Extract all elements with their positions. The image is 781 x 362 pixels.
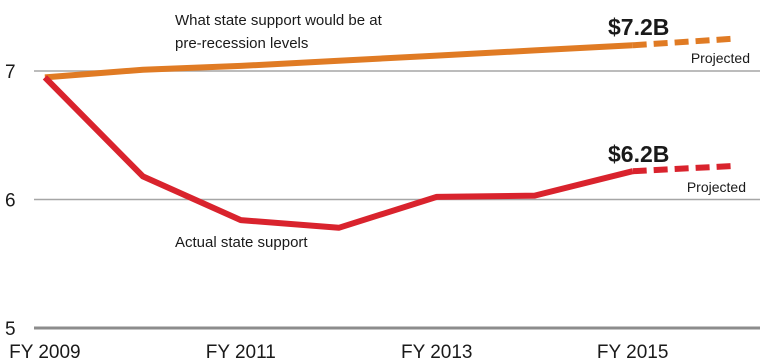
pre-series-line	[44, 42, 633, 81]
x-axis-ticks: FY 2009 FY 2011 FY 2013 FY 2015	[9, 342, 668, 362]
x-tick-label-2015: FY 2015	[597, 342, 668, 362]
actual-projected-label: Projected	[687, 179, 746, 195]
pre-recession-end-value: $7.2B	[608, 14, 669, 40]
pre-recession-label-line-2: pre-recession levels	[175, 35, 308, 52]
x-tick-label-2009: FY 2009	[9, 342, 80, 362]
pre-recession-projected-label: Projected	[691, 50, 750, 66]
series-lines	[42, 35, 731, 231]
y-tick-label-5: 5	[5, 319, 16, 340]
y-tick-label-7: 7	[5, 62, 16, 83]
actual-series-line	[42, 75, 634, 231]
actual-series-projected-line	[632, 163, 731, 175]
x-tick-label-2011: FY 2011	[206, 342, 276, 362]
pre-series-projected-line	[632, 35, 731, 49]
pre-recession-label-line-1: What state support would be at	[175, 12, 383, 29]
actual-support-label: Actual state support	[175, 234, 308, 251]
gridlines	[34, 70, 760, 330]
y-tick-label-6: 6	[5, 191, 16, 212]
y-axis-ticks: 5 6 7	[5, 62, 16, 340]
actual-end-value: $6.2B	[608, 141, 669, 167]
x-tick-label-2013: FY 2013	[401, 342, 472, 362]
series-annotations: What state support would be at pre-reces…	[175, 12, 750, 251]
